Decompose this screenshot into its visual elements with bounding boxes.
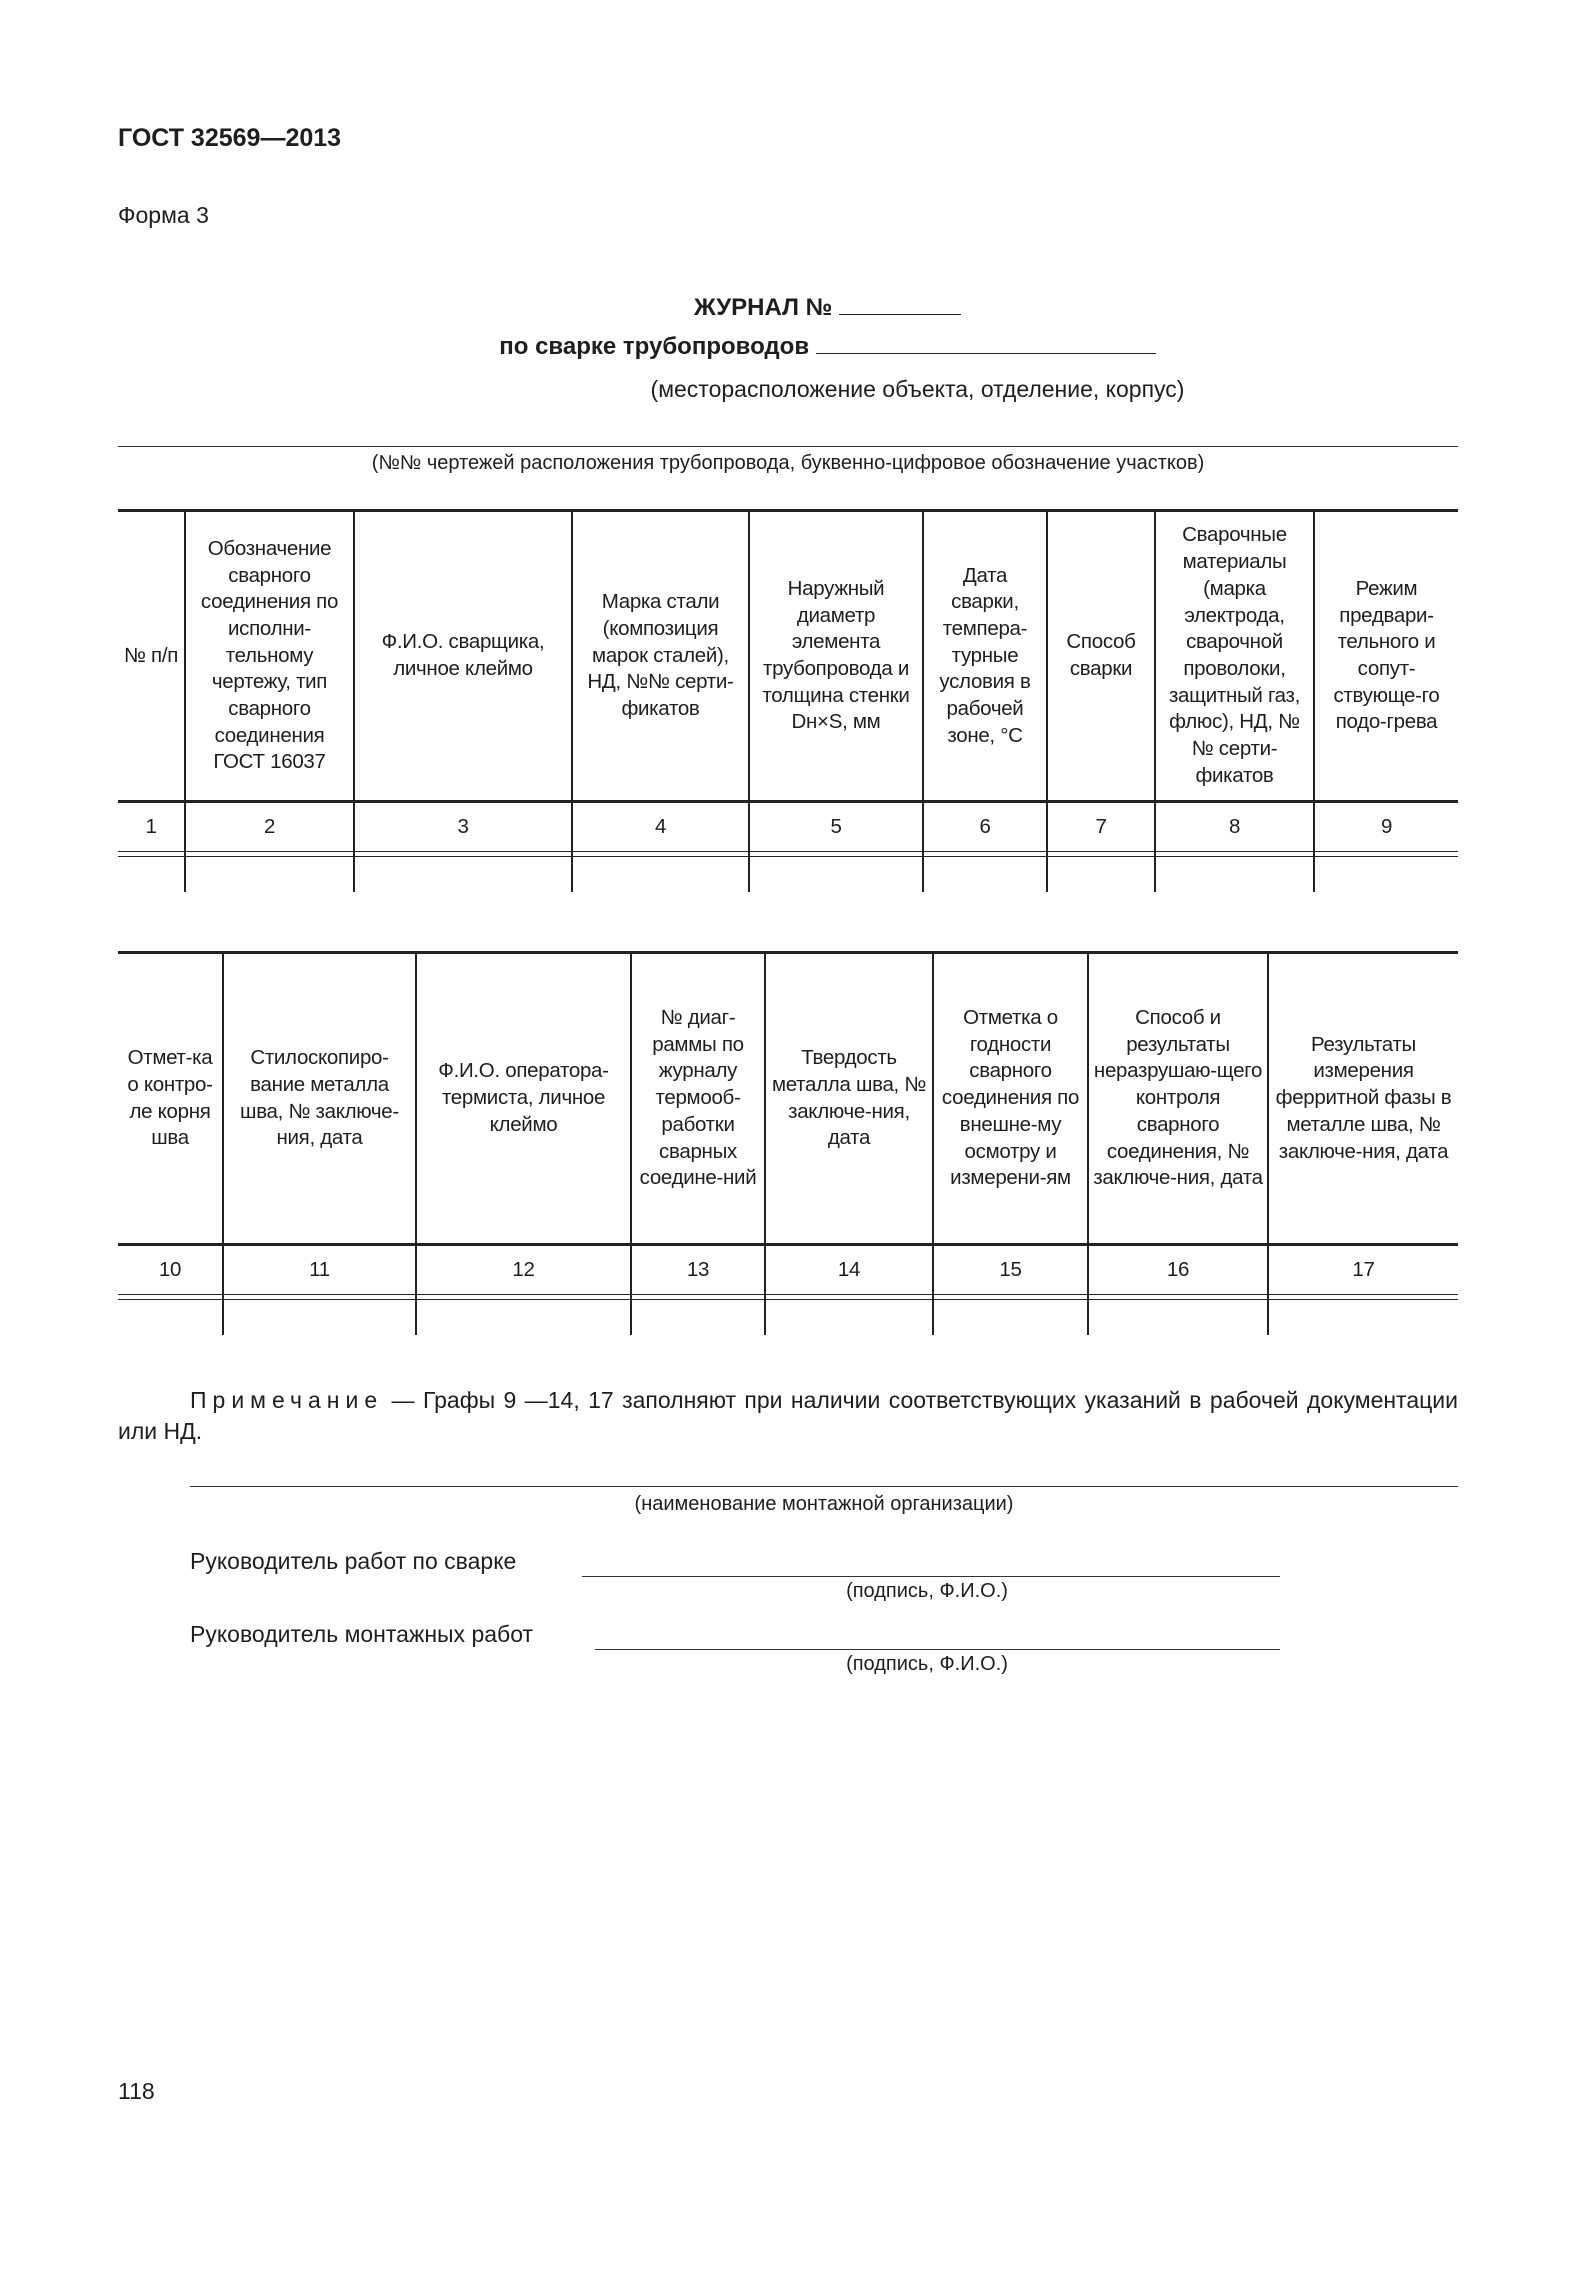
column-number: 11	[222, 1244, 417, 1295]
header-cell: Стилоскопиро-вание металла шва, № заключ…	[222, 951, 417, 1246]
entry-cell[interactable]	[222, 1299, 417, 1335]
welding-head-signature-line[interactable]	[582, 1576, 1280, 1577]
header-cell: Марка стали (композиция марок сталей), Н…	[571, 509, 750, 803]
entry-cell[interactable]	[415, 1299, 632, 1335]
entry-cell[interactable]	[1313, 856, 1458, 892]
header-cell: Дата сварки, темпера-турные условия в ра…	[922, 509, 1048, 803]
header-cell: Способ и результаты неразрушаю-щего конт…	[1087, 951, 1269, 1246]
page-number: 118	[118, 2078, 155, 2104]
column-number: 13	[630, 1244, 766, 1295]
header-cell: Способ сварки	[1046, 509, 1156, 803]
header-cell: № диаг-раммы по журналу термооб-работки …	[630, 951, 766, 1246]
entry-cell[interactable]	[1154, 856, 1315, 892]
column-number: 6	[922, 801, 1048, 852]
journal-table-part-2: Отмет-ка о контро-ле корня шва Стилоскоп…	[118, 951, 1458, 1335]
header-cell: Отметка о годности сварного соединения п…	[932, 951, 1089, 1246]
assembly-head-signature-line[interactable]	[595, 1649, 1280, 1650]
organization-caption: (наименование монтажной организации)	[634, 1493, 1014, 1515]
organization-line[interactable]	[190, 1486, 1458, 1487]
entry-cell[interactable]	[748, 856, 924, 892]
column-number: 8	[1154, 801, 1315, 852]
note: Примечание — Графы 9 —14, 17 заполняют п…	[118, 1385, 1458, 1447]
column-number: 4	[571, 801, 750, 852]
drawings-caption: (№№ чертежей расположения трубопровода, …	[371, 452, 1205, 474]
assembly-head-label: Руководитель монтажных работ	[190, 1621, 534, 1647]
entry-cell[interactable]	[571, 856, 750, 892]
journal-title-text: ЖУРНАЛ №	[693, 294, 833, 321]
header-cell: № п/п	[118, 509, 186, 803]
journal-subject-text: по сварке трубопроводов	[499, 333, 810, 360]
journal-subject-field[interactable]	[815, 331, 1156, 354]
entry-cell[interactable]	[184, 856, 355, 892]
entry-cell[interactable]	[630, 1299, 766, 1335]
note-text: — Графы 9 —14, 17 заполняют при наличии …	[118, 1387, 1458, 1444]
column-number: 15	[932, 1244, 1089, 1295]
header-cell: Наружный диаметр элемента трубопровода и…	[748, 509, 924, 803]
welding-head-label: Руководитель работ по сварке	[190, 1548, 517, 1574]
header-cell: Отмет-ка о контро-ле корня шва	[118, 951, 224, 1246]
entry-cell[interactable]	[1046, 856, 1156, 892]
entry-cell[interactable]	[118, 856, 186, 892]
entry-cell[interactable]	[118, 1299, 224, 1335]
column-number: 1	[118, 801, 186, 852]
entry-cell[interactable]	[922, 856, 1048, 892]
table-row[interactable]	[118, 1299, 1458, 1335]
assembly-head-caption: (подпись, Ф.И.О.)	[846, 1653, 1008, 1675]
column-number: 14	[764, 1244, 934, 1295]
column-number: 3	[353, 801, 573, 852]
note-label: Примечание	[190, 1387, 384, 1413]
column-number: 10	[118, 1244, 224, 1295]
column-number: 17	[1267, 1244, 1458, 1295]
journal-table-part-1: № п/п Обозначение сварного соединения по…	[118, 509, 1458, 892]
journal-title: ЖУРНАЛ №	[0, 292, 1575, 322]
welding-head-caption: (подпись, Ф.И.О.)	[846, 1580, 1008, 1602]
table-row[interactable]	[118, 856, 1458, 892]
header-cell: Режим предвари-тельного и сопут-ствующе-…	[1313, 509, 1458, 803]
column-number: 5	[748, 801, 924, 852]
location-caption: (месторасположение объекта, отделение, к…	[650, 376, 1185, 402]
column-number: 7	[1046, 801, 1156, 852]
standard-number: ГОСТ 32569—2013	[118, 124, 342, 152]
entry-cell[interactable]	[353, 856, 573, 892]
entry-cell[interactable]	[1087, 1299, 1269, 1335]
header-cell: Ф.И.О. сварщика, личное клеймо	[353, 509, 573, 803]
entry-cell[interactable]	[1267, 1299, 1458, 1335]
column-number: 9	[1313, 801, 1458, 852]
form-label: Форма 3	[118, 202, 209, 228]
journal-subject: по сварке трубопроводов	[0, 331, 1575, 361]
header-cell: Ф.И.О. оператора-термиста, личное клеймо	[415, 951, 632, 1246]
column-number: 12	[415, 1244, 632, 1295]
column-number: 2	[184, 801, 355, 852]
header-cell: Обозначение сварного соединения по испол…	[184, 509, 355, 803]
header-cell: Результаты измерения ферритной фазы в ме…	[1267, 951, 1458, 1246]
entry-cell[interactable]	[764, 1299, 934, 1335]
header-cell: Твердость металла шва, № заключе-ния, да…	[764, 951, 934, 1246]
column-number: 16	[1087, 1244, 1269, 1295]
drawings-line[interactable]	[118, 446, 1458, 447]
header-cell: Сварочные материалы (марка электрода, св…	[1154, 509, 1315, 803]
entry-cell[interactable]	[932, 1299, 1089, 1335]
journal-number-field[interactable]	[839, 292, 962, 315]
